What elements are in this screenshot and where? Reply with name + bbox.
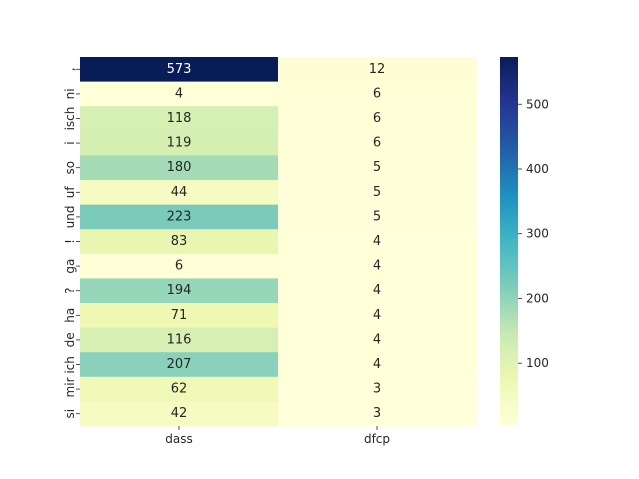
heatmap-cell-label: 116	[167, 332, 192, 347]
heatmap-cell-label: 207	[167, 357, 192, 372]
heatmap-cell-label: 180	[167, 160, 192, 175]
heatmap-cell	[80, 180, 279, 206]
heatmap-cell	[80, 106, 279, 132]
heatmap-cells	[80, 57, 477, 427]
heatmap-cell-label: 4	[373, 234, 381, 249]
heatmap-cell-label: 194	[167, 283, 192, 298]
heatmap-cell	[278, 303, 477, 329]
heatmap-cell-label: 4	[373, 259, 381, 274]
heatmap-cell	[278, 130, 477, 156]
heatmap-cell	[80, 204, 279, 230]
colorbar-tick-label: 400	[526, 162, 549, 176]
heatmap-cell-label: 4	[373, 357, 381, 372]
heatmap-cell-label: 6	[175, 259, 183, 274]
heatmap-cell	[80, 278, 279, 304]
y-axis-ticks: , ni isch i so uf und! ga? ha de mir ich si	[63, 67, 80, 418]
heatmap-cell-label: 3	[373, 382, 381, 397]
heatmap-cell	[80, 352, 279, 378]
heatmap-cell-label: 6	[373, 136, 381, 151]
colorbar	[500, 57, 518, 426]
y-tick-label: de	[63, 332, 77, 347]
colorbar-tick-label: 300	[526, 227, 549, 241]
heatmap-cell	[80, 81, 279, 107]
colorbar-tick-label: 500	[526, 97, 549, 111]
heatmap-cell	[80, 229, 279, 255]
heatmap-cell	[278, 352, 477, 378]
heatmap-cell	[278, 180, 477, 206]
heatmap-cell-label: 6	[373, 111, 381, 126]
x-tick-label: dfcp	[364, 432, 390, 446]
heatmap-cell-label: 4	[373, 283, 381, 298]
heatmap-cell	[278, 155, 477, 181]
heatmap-cell-label: 119	[167, 136, 192, 151]
heatmap-cell-label: 3	[373, 406, 381, 421]
heatmap-cell-label: 4	[373, 332, 381, 347]
heatmap-cell-label: 62	[171, 382, 188, 397]
y-tick-label: ga	[63, 259, 77, 274]
heatmap-cell	[80, 253, 279, 279]
y-tick-label: isch	[63, 107, 77, 131]
heatmap-cell-label: 5	[373, 209, 381, 224]
heatmap-cell-label: 6	[373, 86, 381, 101]
heatmap-cell	[278, 57, 477, 83]
y-tick-label: mir ich	[63, 356, 77, 397]
heatmap-cell-label: 5	[373, 160, 381, 175]
heatmap-cell	[80, 130, 279, 156]
colorbar-tick-label: 100	[526, 356, 549, 370]
heatmap-cell	[80, 376, 279, 402]
x-tick-label: dass	[165, 432, 192, 446]
heatmap-cell	[278, 204, 477, 230]
y-tick-label: ha	[63, 308, 77, 323]
heatmap-cell-label: 71	[171, 308, 188, 323]
y-tick-label: i	[63, 141, 77, 144]
y-tick-label: und	[63, 205, 77, 228]
heatmap-cell-label: 83	[171, 234, 188, 249]
heatmap-cell-label: 5	[373, 185, 381, 200]
y-tick-label: so	[63, 161, 77, 175]
heatmap-cell-label: 4	[175, 86, 183, 101]
y-tick-label: ni	[63, 88, 77, 99]
heatmap-cell-label: 44	[171, 185, 188, 200]
heatmap-cell	[278, 278, 477, 304]
colorbar-ticks: 100 200 300 400 500	[518, 97, 549, 370]
heatmap-cell-label: 573	[167, 62, 192, 77]
heatmap-cell	[278, 327, 477, 353]
y-tick-label: ,	[63, 67, 77, 71]
y-tick-label: !	[63, 239, 77, 244]
heatmap-cell-label: 12	[369, 62, 386, 77]
heatmap-cell	[80, 401, 279, 427]
x-axis-ticks: dass dfcp	[165, 426, 390, 446]
y-tick-label: ?	[63, 288, 77, 294]
heatmap-cell	[278, 253, 477, 279]
colorbar-tick-label: 200	[526, 291, 549, 305]
y-tick-label: si	[63, 409, 77, 419]
y-tick-label: uf	[63, 186, 77, 199]
heatmap-cell	[278, 81, 477, 107]
heatmap-cell	[80, 155, 279, 181]
heatmap-cell-label: 223	[167, 209, 192, 224]
heatmap-cell	[278, 229, 477, 255]
heatmap-cell	[278, 106, 477, 132]
heatmap-cell	[80, 327, 279, 353]
heatmap-cell-label: 4	[373, 308, 381, 323]
heatmap-cell-label: 118	[167, 111, 192, 126]
heatmap-cell	[278, 401, 477, 427]
heatmap-cell	[80, 303, 279, 329]
heatmap-cell-label: 42	[171, 406, 188, 421]
heatmap-cell	[278, 376, 477, 402]
heatmap-cell	[80, 57, 279, 83]
